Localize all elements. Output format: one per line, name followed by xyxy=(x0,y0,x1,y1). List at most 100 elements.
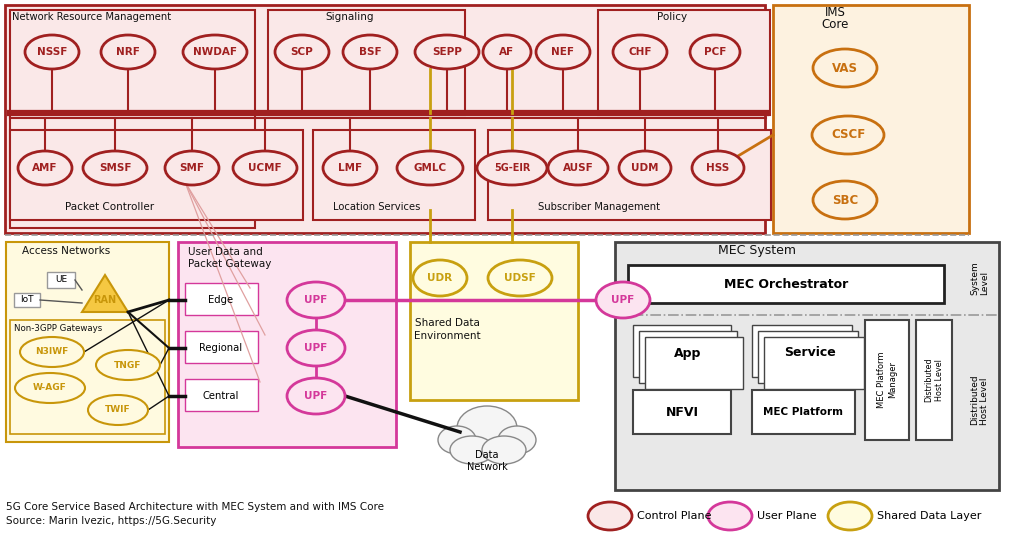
Text: UPF: UPF xyxy=(304,295,328,305)
Bar xyxy=(773,5,969,233)
Text: Non-3GPP Gateways: Non-3GPP Gateways xyxy=(14,324,102,333)
Bar xyxy=(633,390,731,434)
Text: NWDAF: NWDAF xyxy=(193,47,237,57)
Text: AUSF: AUSF xyxy=(562,163,593,173)
Text: Access Networks: Access Networks xyxy=(22,246,111,256)
Ellipse shape xyxy=(450,436,494,464)
Text: App: App xyxy=(675,347,701,360)
Ellipse shape xyxy=(498,426,536,454)
Bar xyxy=(10,10,255,228)
Text: UPF: UPF xyxy=(304,343,328,353)
Text: VAS: VAS xyxy=(831,61,858,75)
Text: UPF: UPF xyxy=(304,391,328,401)
Ellipse shape xyxy=(101,35,155,69)
Bar xyxy=(488,130,771,220)
Bar xyxy=(628,265,944,303)
Bar xyxy=(633,325,731,377)
Text: Service: Service xyxy=(784,347,836,360)
Text: RAN: RAN xyxy=(93,295,117,305)
Text: UDSF: UDSF xyxy=(504,273,536,283)
Ellipse shape xyxy=(828,502,872,530)
Text: Packet Controller: Packet Controller xyxy=(65,202,155,212)
Text: NFVI: NFVI xyxy=(666,405,698,418)
Bar xyxy=(645,337,743,389)
Text: MEC System: MEC System xyxy=(718,244,796,257)
Text: Environment: Environment xyxy=(414,331,480,341)
Text: Signaling: Signaling xyxy=(325,12,374,22)
Bar xyxy=(758,331,858,383)
Text: NEF: NEF xyxy=(552,47,574,57)
Text: Distributed
Host Level: Distributed Host Level xyxy=(970,375,989,425)
Ellipse shape xyxy=(477,151,547,185)
Text: Central: Central xyxy=(203,391,240,401)
Bar xyxy=(916,320,952,440)
Bar xyxy=(752,325,852,377)
Text: SMSF: SMSF xyxy=(98,163,131,173)
Ellipse shape xyxy=(457,406,517,450)
Bar xyxy=(5,5,765,233)
Text: CHF: CHF xyxy=(629,47,651,57)
Bar xyxy=(615,242,999,490)
Text: Edge: Edge xyxy=(209,295,233,305)
Text: PCF: PCF xyxy=(703,47,726,57)
Text: Shared Data Layer: Shared Data Layer xyxy=(877,511,981,521)
Polygon shape xyxy=(82,275,128,312)
Ellipse shape xyxy=(708,502,752,530)
Ellipse shape xyxy=(415,35,479,69)
Bar xyxy=(185,379,258,411)
Ellipse shape xyxy=(96,350,160,380)
Ellipse shape xyxy=(596,282,650,318)
Ellipse shape xyxy=(15,373,85,403)
Ellipse shape xyxy=(613,35,667,69)
Ellipse shape xyxy=(692,151,744,185)
Bar xyxy=(14,293,40,307)
Text: UE: UE xyxy=(55,275,67,285)
Text: MEC Platform: MEC Platform xyxy=(763,407,843,417)
Text: SEPP: SEPP xyxy=(432,47,462,57)
Ellipse shape xyxy=(18,151,72,185)
Bar xyxy=(598,10,770,115)
Bar xyxy=(639,331,737,383)
Text: CSCF: CSCF xyxy=(830,128,865,141)
Text: Network: Network xyxy=(467,462,507,472)
Text: Source: Marin Ivezic, https://5G.Security: Source: Marin Ivezic, https://5G.Securit… xyxy=(6,516,216,526)
Bar xyxy=(410,242,578,400)
Ellipse shape xyxy=(287,378,345,414)
Text: Data: Data xyxy=(475,450,499,460)
Bar xyxy=(268,10,465,115)
Ellipse shape xyxy=(438,426,476,454)
Text: BSF: BSF xyxy=(358,47,381,57)
Ellipse shape xyxy=(618,151,671,185)
Text: User Plane: User Plane xyxy=(757,511,816,521)
Ellipse shape xyxy=(287,282,345,318)
Text: SBC: SBC xyxy=(831,194,858,207)
Text: GMLC: GMLC xyxy=(414,163,446,173)
Ellipse shape xyxy=(233,151,297,185)
Text: SMF: SMF xyxy=(179,163,205,173)
Bar xyxy=(10,130,303,220)
Text: MEC Orchestrator: MEC Orchestrator xyxy=(724,277,848,290)
Ellipse shape xyxy=(323,151,377,185)
Ellipse shape xyxy=(588,502,632,530)
Bar xyxy=(313,130,475,220)
Ellipse shape xyxy=(397,151,463,185)
Ellipse shape xyxy=(275,35,329,69)
Ellipse shape xyxy=(83,151,147,185)
Text: User Data and: User Data and xyxy=(188,247,263,257)
Text: UPF: UPF xyxy=(611,295,635,305)
Ellipse shape xyxy=(488,260,552,296)
Text: TNGF: TNGF xyxy=(115,361,141,369)
Text: Regional: Regional xyxy=(200,343,243,353)
Text: UDR: UDR xyxy=(427,273,453,283)
Text: Network Resource Management: Network Resource Management xyxy=(12,12,171,22)
Ellipse shape xyxy=(482,436,526,464)
Ellipse shape xyxy=(548,151,608,185)
Text: LMF: LMF xyxy=(338,163,362,173)
Bar xyxy=(752,390,855,434)
Text: Packet Gateway: Packet Gateway xyxy=(188,259,271,269)
Text: System
Level: System Level xyxy=(970,261,989,295)
Text: 5G Core Service Based Architecture with MEC System and with IMS Core: 5G Core Service Based Architecture with … xyxy=(6,502,384,512)
Bar xyxy=(185,331,258,363)
Text: Policy: Policy xyxy=(657,12,687,22)
Bar xyxy=(6,242,169,442)
